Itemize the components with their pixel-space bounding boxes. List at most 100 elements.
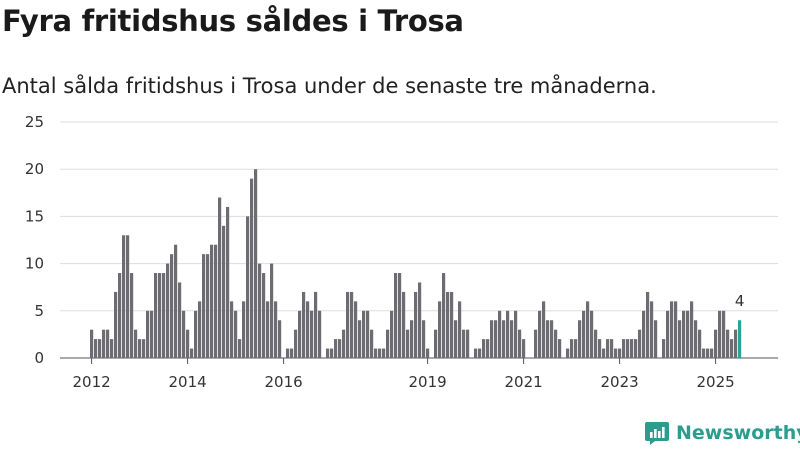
- bar: [570, 339, 574, 358]
- bar: [98, 339, 102, 358]
- bar: [686, 310, 690, 358]
- bar: [542, 301, 546, 358]
- bar: [362, 310, 366, 358]
- bar: [250, 178, 254, 358]
- bar: [646, 291, 650, 358]
- bar: [186, 329, 190, 358]
- bar: [406, 329, 410, 358]
- y-tick-label: 5: [34, 302, 44, 320]
- bar: [290, 348, 294, 358]
- bar: [474, 348, 478, 358]
- bar: [398, 273, 402, 358]
- x-tick-label: 2025: [697, 373, 735, 391]
- bar: [346, 291, 350, 358]
- bar: [394, 273, 398, 358]
- bar: [518, 329, 522, 358]
- bar: [366, 310, 370, 358]
- bar: [690, 301, 694, 358]
- bar: [642, 310, 646, 358]
- bar: [586, 301, 590, 358]
- bar: [558, 339, 562, 358]
- bar: [378, 348, 382, 358]
- brand-name: Newsworthy: [676, 422, 800, 444]
- bar: [150, 310, 154, 358]
- bar: [154, 273, 158, 358]
- y-axis: 0 5 10 15 20 25: [25, 113, 44, 367]
- bar: [522, 339, 526, 358]
- bar: [622, 339, 626, 358]
- bar: [674, 301, 678, 358]
- bar: [554, 329, 558, 358]
- bar: [582, 310, 586, 358]
- bar: [354, 301, 358, 358]
- bar: [194, 310, 198, 358]
- bar: [306, 301, 310, 358]
- newsworthy-logo[interactable]: Newsworthy: [644, 420, 800, 446]
- chart-subtitle: Antal sålda fritidshus i Trosa under de …: [2, 74, 657, 98]
- bar: [298, 310, 302, 358]
- bar: [230, 301, 234, 358]
- bar: [262, 273, 266, 358]
- bar: [462, 329, 466, 358]
- bar: [578, 320, 582, 358]
- bar: [714, 329, 718, 358]
- bar: [510, 320, 514, 358]
- bar: [454, 320, 458, 358]
- bar: [486, 339, 490, 358]
- bar: [442, 273, 446, 358]
- bar: [710, 348, 714, 358]
- bar: [214, 244, 218, 358]
- bar: [538, 310, 542, 358]
- bar: [382, 348, 386, 358]
- y-tick-label: 10: [25, 255, 44, 273]
- latest-value-label: 4: [735, 292, 745, 310]
- bar: [638, 329, 642, 358]
- bar: [574, 339, 578, 358]
- bar: [182, 310, 186, 358]
- bar: [478, 348, 482, 358]
- bar: [342, 329, 346, 358]
- bar: [402, 291, 406, 358]
- bar: [734, 329, 738, 358]
- bar: [178, 282, 182, 358]
- bar: [410, 320, 414, 358]
- bar: [566, 348, 570, 358]
- bar: [102, 329, 106, 358]
- y-tick-label: 0: [34, 349, 44, 367]
- bar: [202, 254, 206, 358]
- bar: [146, 310, 150, 358]
- bar: [606, 339, 610, 358]
- bar: [358, 320, 362, 358]
- bar: [626, 339, 630, 358]
- bar: [706, 348, 710, 358]
- bar: [210, 244, 214, 358]
- bar: [670, 301, 674, 358]
- bar: [506, 310, 510, 358]
- bar: [302, 291, 306, 358]
- bar: [590, 310, 594, 358]
- bar: [170, 254, 174, 358]
- bar: [142, 339, 146, 358]
- x-tick-label: 2014: [169, 373, 207, 391]
- x-tick-label: 2019: [409, 373, 447, 391]
- bar: [338, 339, 342, 358]
- bar: [222, 225, 226, 358]
- bar: [90, 329, 94, 358]
- bar: [466, 329, 470, 358]
- bar: [238, 339, 242, 358]
- bar: [274, 301, 278, 358]
- bar: [498, 310, 502, 358]
- bar: [374, 348, 378, 358]
- newsworthy-icon: [645, 422, 669, 445]
- bar: [614, 348, 618, 358]
- bar: [662, 339, 666, 358]
- bar: [314, 291, 318, 358]
- bar: [594, 329, 598, 358]
- bar: [458, 301, 462, 358]
- bar: [266, 301, 270, 358]
- bar: [198, 301, 202, 358]
- bar: [286, 348, 290, 358]
- bar: [258, 263, 262, 358]
- bar: [602, 348, 606, 358]
